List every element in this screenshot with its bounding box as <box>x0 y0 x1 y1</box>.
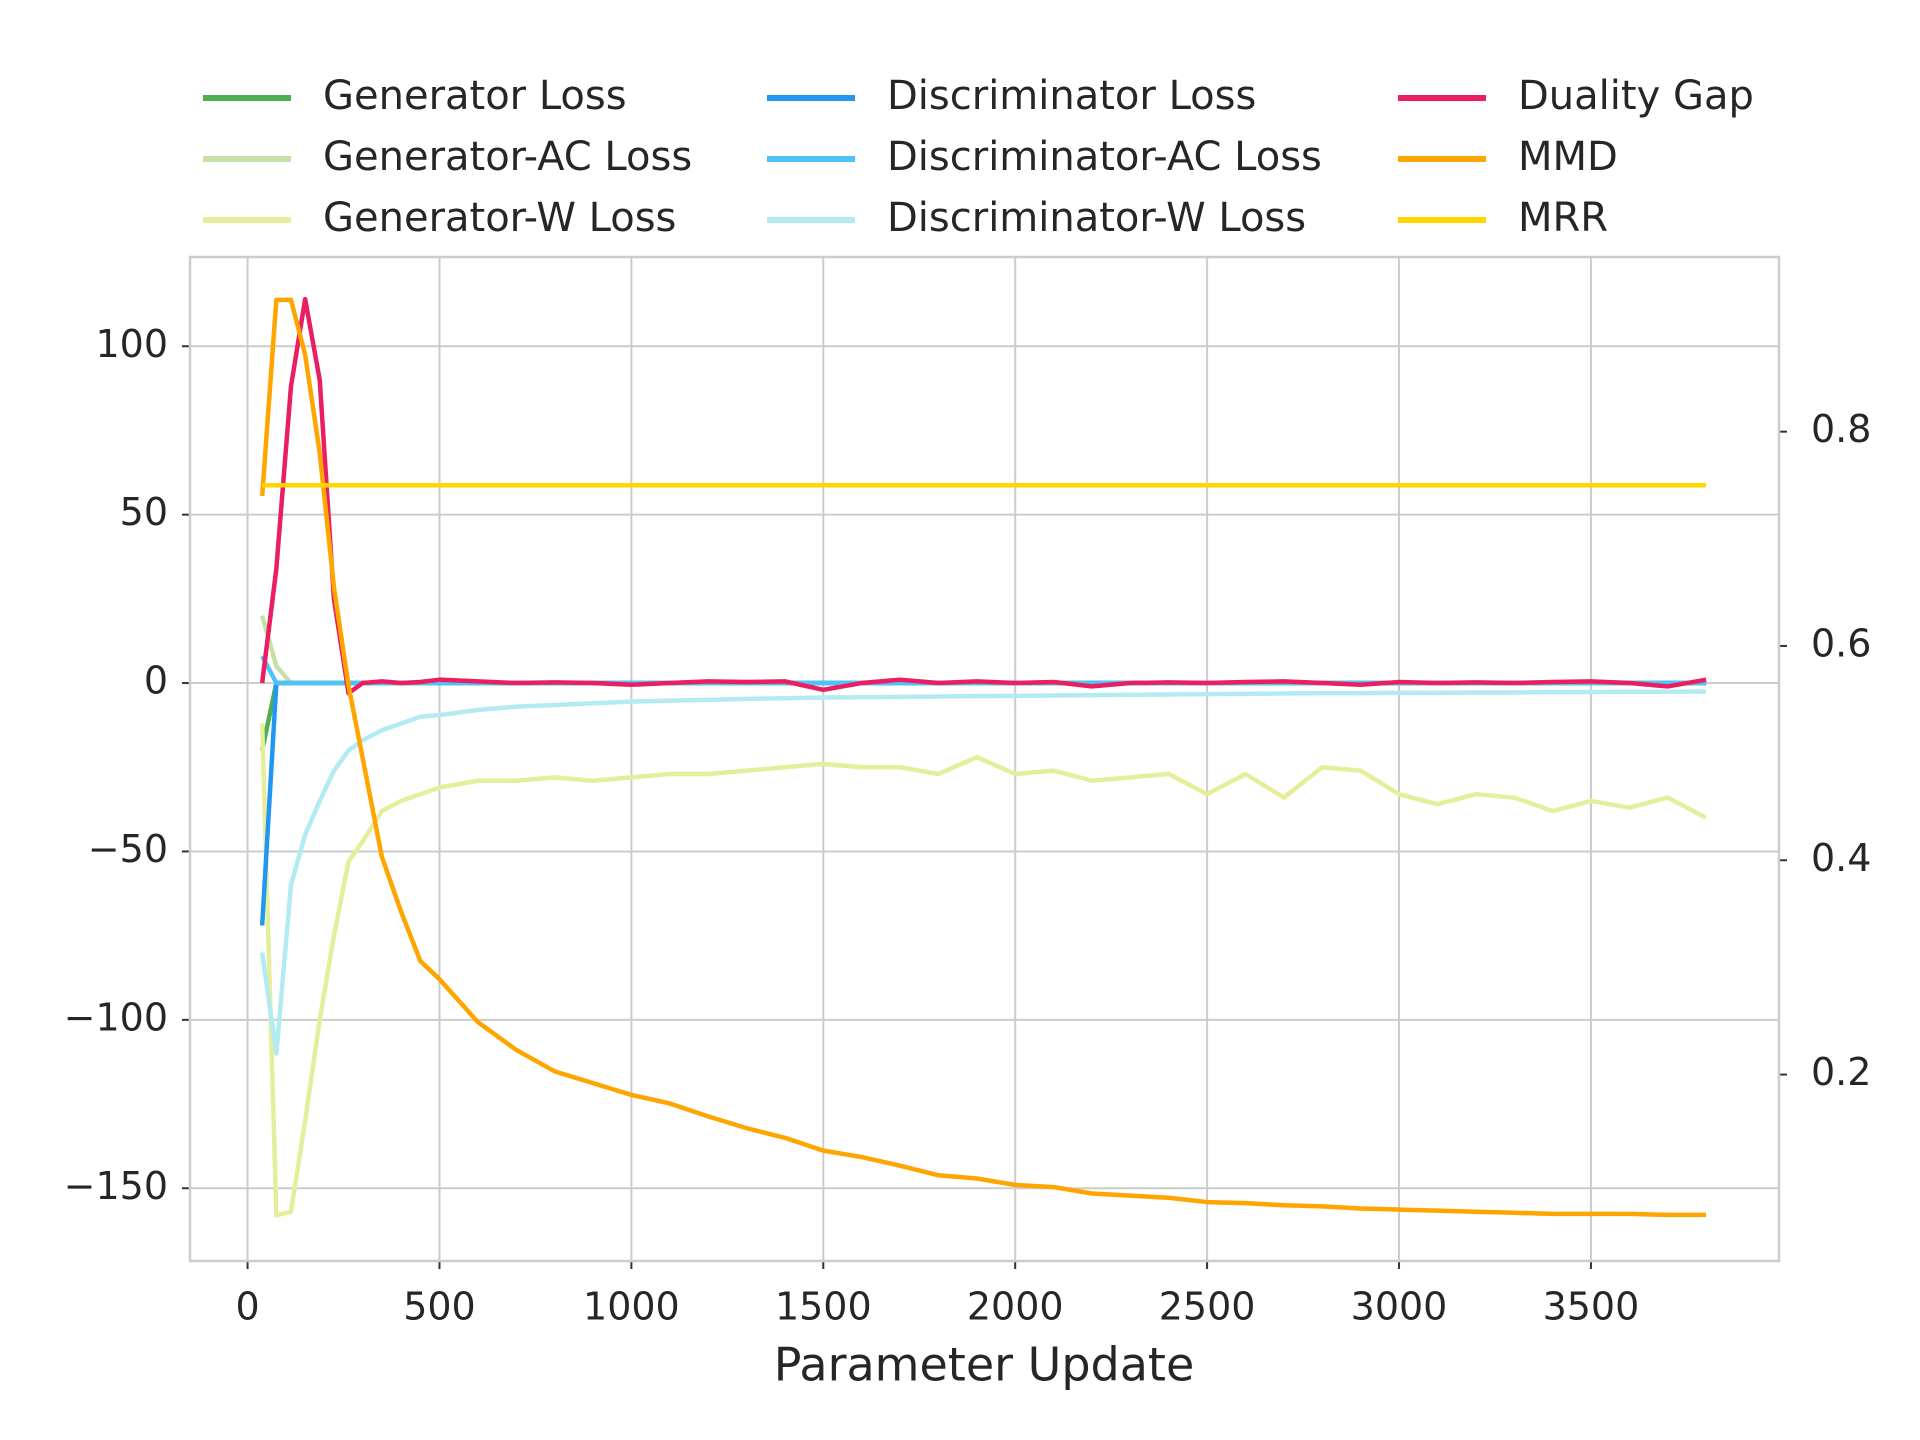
legend-label: Generator Loss <box>323 73 627 119</box>
legend-label: MMD <box>1518 134 1618 180</box>
legend-label: Generator-AC Loss <box>323 134 692 180</box>
series-line <box>259 615 1707 686</box>
legend-label: Generator-W Loss <box>323 195 676 241</box>
x-tick-label: 3000 <box>1351 1285 1448 1329</box>
y-tick-label: −150 <box>64 1164 168 1208</box>
x-tick-label: 2500 <box>1159 1285 1256 1329</box>
legend-label: Duality Gap <box>1518 73 1754 119</box>
y2-tick-label: 0.8 <box>1811 407 1871 451</box>
x-tick-label: 2000 <box>967 1285 1064 1329</box>
y-tick-label: 50 <box>120 490 168 534</box>
legend-label: MRR <box>1518 195 1608 241</box>
x-axis-label: Parameter Update <box>774 1338 1195 1392</box>
x-tick-label: 1000 <box>583 1285 680 1329</box>
x-tick-label: 3500 <box>1543 1285 1640 1329</box>
series-line <box>259 723 1708 1218</box>
y2-tick-label: 0.4 <box>1811 836 1871 880</box>
y-tick-label: 0 <box>144 659 168 703</box>
series-line <box>259 296 1707 696</box>
legend-label: Discriminator-W Loss <box>887 195 1306 241</box>
legend-label: Discriminator-AC Loss <box>887 134 1322 180</box>
plot-frame <box>188 255 1781 1263</box>
y2-tick-label: 0.6 <box>1811 621 1871 665</box>
y-tick-label: 100 <box>95 322 168 366</box>
series-line <box>259 297 1707 1218</box>
x-tick-label: 0 <box>235 1285 259 1329</box>
series-line <box>259 689 1707 1056</box>
series-line <box>259 680 1707 926</box>
y2-tick-label: 0.2 <box>1811 1050 1871 1094</box>
y-tick-label: −50 <box>88 827 168 871</box>
series-line <box>260 655 1707 686</box>
x-tick-label: 500 <box>403 1285 476 1329</box>
x-tick-label: 1500 <box>775 1285 872 1329</box>
y-tick-label: −100 <box>64 995 168 1039</box>
legend-label: Discriminator Loss <box>887 73 1256 119</box>
